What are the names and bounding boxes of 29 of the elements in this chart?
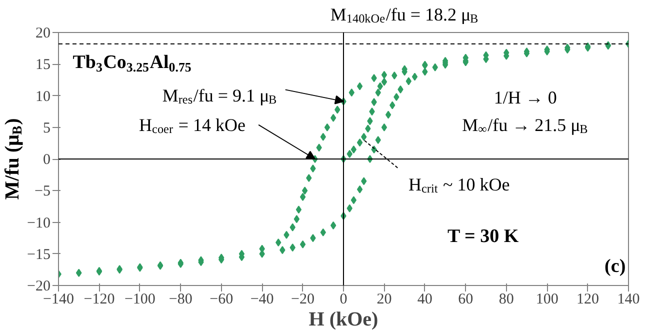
x-tick-label: 0 (340, 292, 348, 308)
y-tick-label: 20 (36, 26, 50, 42)
y-tick-label: −10 (27, 215, 51, 232)
x-tick-label: 20 (376, 292, 392, 308)
y-tick-label: −5 (34, 184, 51, 200)
y-tick-label: −15 (27, 246, 51, 263)
annotation: T = 30 K (447, 226, 519, 247)
y-tick-label: 15 (36, 57, 50, 74)
x-tick-label: −140 (43, 292, 74, 308)
x-tick-label: −20 (291, 292, 315, 308)
annotation: (c) (604, 256, 626, 277)
x-tick-label: 100 (536, 292, 558, 308)
x-tick-label: −120 (84, 292, 115, 308)
x-tick-label: 120 (576, 292, 600, 308)
y-tick-label: 10 (36, 88, 50, 105)
y-tick-label: −20 (27, 278, 51, 294)
y-tick-label: 5 (43, 120, 50, 136)
x-tick-label: 40 (417, 292, 432, 308)
x-tick-label: −80 (168, 292, 192, 308)
x-tick-label: 140 (617, 292, 640, 308)
x-axis-title: H (kOe) (308, 308, 378, 330)
y-tick-label: 0 (43, 152, 50, 168)
y-axis-title: M/fu (μB) (2, 118, 24, 200)
x-tick-label: 80 (498, 292, 514, 308)
x-tick-label: 60 (458, 292, 474, 308)
x-tick-label: −40 (250, 292, 274, 308)
x-tick-label: −60 (210, 292, 234, 308)
annotation: 1/H → 0 (494, 88, 557, 108)
x-tick-label: −100 (124, 292, 156, 308)
